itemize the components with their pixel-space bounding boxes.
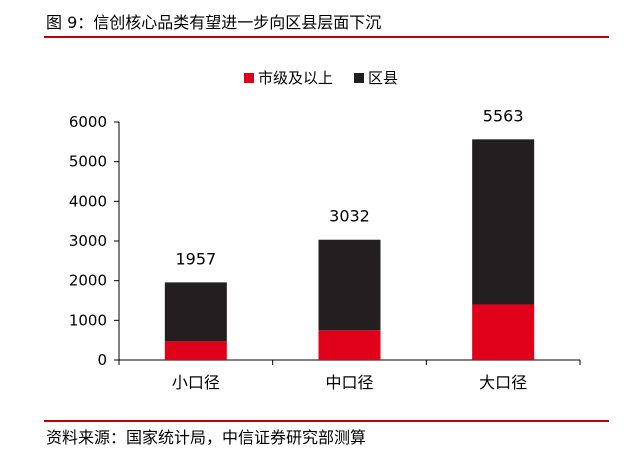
legend-swatch-county [354, 73, 364, 83]
bar-segment-county [318, 239, 381, 331]
bar-segment-city [472, 304, 535, 360]
bar-segment-city [318, 330, 381, 360]
legend-label-county: 区县 [368, 69, 398, 87]
y-axis: 0 1000 2000 3000 4000 5000 6000 [69, 113, 120, 369]
title-rule [44, 36, 609, 38]
y-tick-label: 5000 [69, 153, 107, 171]
legend: 市级及以上 区县 [244, 69, 398, 87]
source-rule [44, 420, 609, 422]
bars: 1957 3032 5563 [164, 106, 535, 360]
source-note: 资料来源：国家统计局，中信证券研究部测算 [46, 428, 367, 447]
y-tick-label: 3000 [69, 232, 107, 250]
x-category-label: 中口径 [325, 373, 373, 392]
legend-swatch-city [244, 73, 254, 83]
y-tick-label: 6000 [69, 113, 107, 131]
bar-segment-county [472, 139, 535, 305]
bar-segment-city [164, 341, 227, 360]
y-tick-label: 2000 [69, 272, 107, 290]
y-tick-label: 0 [97, 351, 107, 369]
x-category-label: 大口径 [479, 373, 527, 392]
figure-title: 图 9：信创核心品类有望进一步向区县层面下沉 [46, 13, 382, 32]
bar-segment-county [164, 282, 227, 342]
bar-total-label: 1957 [175, 249, 216, 268]
x-category-label: 小口径 [172, 373, 220, 392]
y-tick-label: 4000 [69, 192, 107, 210]
x-axis: 小口径 中口径 大口径 [118, 359, 581, 392]
bar-total-label: 3032 [329, 207, 370, 226]
legend-label-city: 市级及以上 [258, 69, 333, 87]
y-tick-label: 1000 [69, 311, 107, 329]
bar-total-label: 5563 [483, 106, 524, 125]
